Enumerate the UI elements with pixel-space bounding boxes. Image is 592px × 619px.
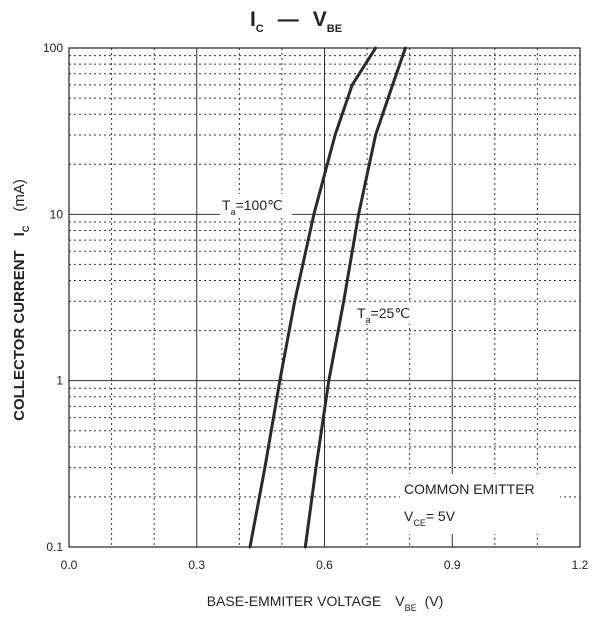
curve-label-100c-rest: =100℃ <box>236 197 283 213</box>
common-emitter-note: COMMON EMITTER VCE= 5V <box>400 474 560 534</box>
x-tick-label: 0.0 <box>61 558 78 572</box>
curve-label-100c: Ta=100℃ <box>220 194 292 217</box>
y-axis-var: I <box>11 232 28 236</box>
x-tick-label: 0.6 <box>316 558 333 572</box>
title-ic: I <box>250 8 256 31</box>
series-line-ta-100c <box>248 46 378 549</box>
y-tick-label: 100 <box>43 41 63 55</box>
curve-label-25c: Ta=25℃ <box>355 302 417 325</box>
title-separator: — <box>278 8 299 31</box>
x-axis-unit: (V) <box>425 593 444 609</box>
chart-title: IC — VBE <box>250 8 342 35</box>
y-tick-label: 0.1 <box>46 540 63 554</box>
title-vbe-sub: BE <box>327 23 342 35</box>
y-axis-var-sub: C <box>21 225 31 232</box>
annotation-rest: = 5V <box>426 508 456 524</box>
x-tick-label: 0.9 <box>444 558 461 572</box>
svg-text:Ta=25℃: Ta=25℃ <box>357 305 410 325</box>
series-line-ta-25c <box>303 46 407 549</box>
curve-label-25c-main: T <box>357 305 366 321</box>
y-tick-label: 1 <box>56 374 63 388</box>
x-axis-var: V <box>395 593 405 609</box>
annotation-v: V <box>404 508 414 524</box>
annotation-v-sub: CE <box>413 518 426 528</box>
x-tick-label: 1.2 <box>572 558 589 572</box>
title-ic-sub: C <box>256 23 264 35</box>
y-tick-label: 10 <box>50 207 64 221</box>
plot-frame <box>68 47 581 548</box>
title-vbe: V <box>313 8 327 31</box>
x-tick-label: 0.3 <box>188 558 205 572</box>
curve-label-25c-sub: a <box>366 315 371 325</box>
svg-text:VCE= 5V: VCE= 5V <box>404 508 456 528</box>
curve-label-100c-main: T <box>222 197 231 213</box>
curve-label-100c-sub: a <box>231 207 236 217</box>
tick-labels: 0.0 0.3 0.6 0.9 1.2 0.1 1 10 100 <box>43 41 589 572</box>
annotation-line1: COMMON EMITTER <box>404 481 535 497</box>
y-axis-unit: (mA) <box>11 179 28 212</box>
y-axis-label-text: COLLECTOR CURRENT <box>11 250 28 421</box>
y-axis-label: COLLECTOR CURRENT IC (mA) <box>11 179 31 421</box>
x-axis-var-sub: BE <box>405 603 417 613</box>
x-axis-label-text: BASE-EMMITER VOLTAGE <box>207 593 382 609</box>
svg-text:Ta=100℃: Ta=100℃ <box>222 197 283 217</box>
series-layer <box>248 46 407 549</box>
x-axis-label: BASE-EMMITER VOLTAGE VBE (V) <box>207 593 444 613</box>
curve-label-25c-rest: =25℃ <box>371 305 410 321</box>
grid-lines <box>69 48 580 547</box>
